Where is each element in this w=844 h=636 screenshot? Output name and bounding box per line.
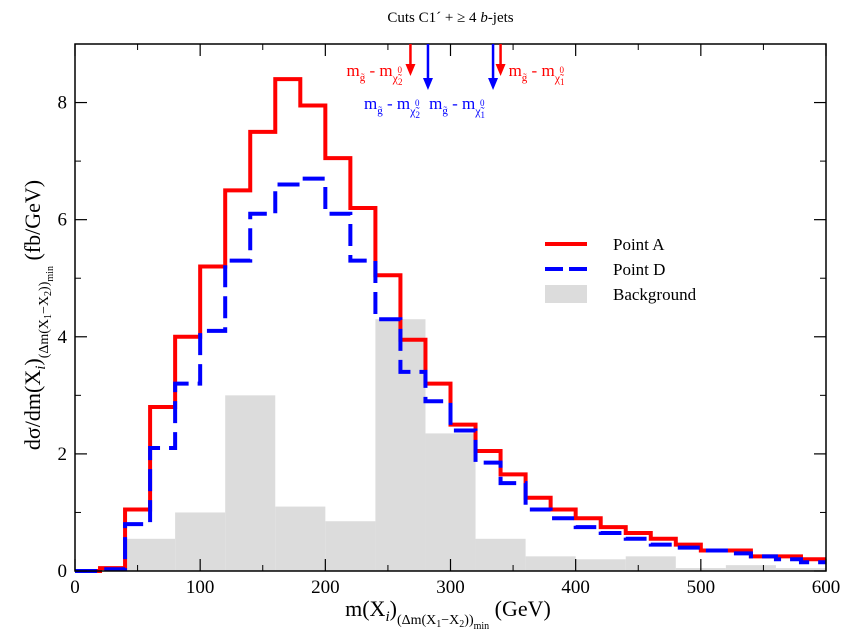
background-bar: [275, 506, 326, 571]
background-bar: [375, 319, 426, 571]
annotation-label-blue-chi2: mg̃ - mχ̃20: [364, 94, 420, 120]
series-point-d-line: [75, 176, 826, 573]
series-point-a-line: [75, 77, 826, 573]
x-axis-title: m(Xi)(Δm(X1−X2))min (GeV): [345, 596, 551, 632]
annotation-arrow-head: [495, 64, 506, 76]
x-tick-label: 0: [70, 577, 80, 598]
legend-label: Background: [613, 285, 697, 304]
legend-label: Point D: [613, 260, 665, 279]
y-tick-label: 2: [58, 444, 68, 465]
y-tick-label: 4: [58, 327, 68, 348]
y-tick-label: 6: [58, 210, 68, 231]
legend-swatch-background: [545, 285, 587, 303]
x-tick-label: 400: [561, 577, 590, 598]
x-tick-label: 200: [311, 577, 340, 598]
x-tick-label: 100: [186, 577, 215, 598]
y-tick-label: 8: [58, 93, 68, 114]
legend-label: Point A: [613, 235, 665, 254]
x-tick-label: 500: [687, 577, 716, 598]
background-bar: [725, 565, 776, 571]
annotation-label-red-chi1: mg̃ - mχ̃10: [509, 61, 565, 87]
annotation-label-red-chi2: mg̃ - mχ̃20: [346, 61, 402, 87]
background-bar: [125, 538, 176, 571]
annotation-arrow-head: [488, 78, 499, 90]
background-bar: [425, 433, 476, 571]
annotation-arrow-head: [422, 78, 433, 90]
y-tick-label: 0: [58, 561, 68, 582]
background-bar: [225, 395, 276, 571]
background-bar: [775, 568, 826, 571]
annotation-label-blue-chi1: mg̃ - mχ̃10: [429, 94, 485, 120]
background-bar: [525, 556, 576, 571]
chart-title: Cuts C1´ + ≥ 4 b-jets: [387, 10, 513, 26]
y-axis-title: dσ/dm(Xi)(Δm(X1−X2))min (fb/GeV): [20, 180, 56, 450]
background-bar: [575, 559, 626, 571]
background-bar: [325, 521, 376, 571]
annotation-arrow-head: [405, 64, 416, 76]
x-tick-label: 600: [812, 577, 841, 598]
background-bar: [625, 556, 676, 571]
background-bar: [475, 538, 526, 571]
x-tick-label: 300: [436, 577, 465, 598]
